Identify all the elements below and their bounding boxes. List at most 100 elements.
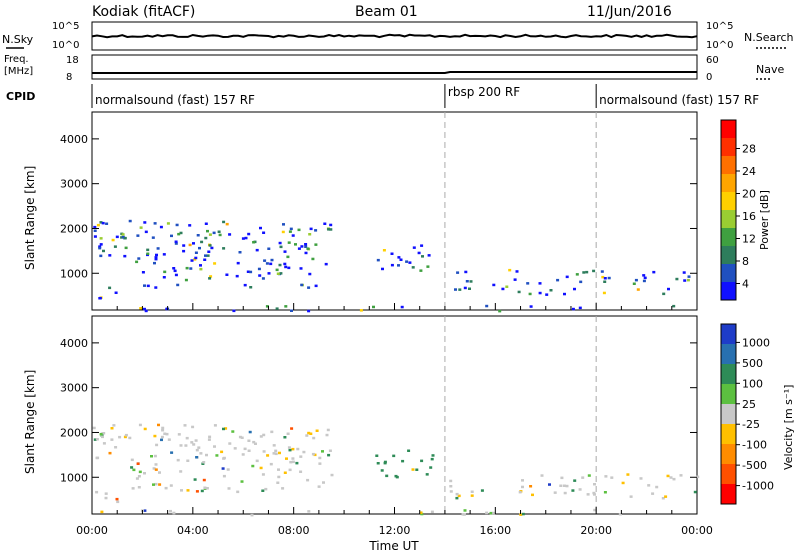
scatter-cell xyxy=(289,460,293,464)
scatter-cell xyxy=(259,435,263,438)
scatter-cell xyxy=(252,241,256,244)
date-title: 11/Jun/2016 xyxy=(587,4,672,20)
scatter-cell xyxy=(329,228,333,231)
scatter-cell xyxy=(201,462,205,465)
scatter-cell xyxy=(279,272,283,275)
scatter-cell xyxy=(121,233,125,236)
scatter-cell xyxy=(175,223,179,227)
scatter-cell xyxy=(618,513,622,516)
scatter-cell xyxy=(288,448,292,452)
scatter-cell xyxy=(193,478,197,481)
scatter-cell xyxy=(130,466,134,469)
scatter-cell xyxy=(548,483,551,486)
scatter-cell xyxy=(592,491,596,495)
scatter-cell xyxy=(651,492,655,495)
scatter-cell xyxy=(405,260,409,263)
scatter-cell xyxy=(195,456,199,459)
scatter-cell xyxy=(203,486,207,489)
scatter-cell xyxy=(311,257,315,261)
scatter-cell xyxy=(304,245,308,248)
scatter-cell xyxy=(375,454,379,457)
scatter-cell xyxy=(191,425,195,429)
colorbar-tick-label: 100 xyxy=(742,377,763,390)
scatter-cell xyxy=(158,483,162,486)
scatter-cell xyxy=(454,288,457,291)
scatter-cell xyxy=(135,477,139,480)
scatter-cell xyxy=(236,261,240,265)
scatter-cell xyxy=(199,267,203,271)
scatter-cell xyxy=(480,489,484,492)
nsky-tick-top-right: 10^5 xyxy=(706,21,733,32)
scatter-cell xyxy=(560,476,564,480)
scatter-cell xyxy=(397,256,401,259)
velocity-ylabel: Slant Range [km] xyxy=(23,370,37,474)
scatter-cell xyxy=(261,489,265,492)
colorbar-segment xyxy=(721,344,736,365)
scatter-cell xyxy=(603,280,607,283)
scatter-cell xyxy=(643,276,647,280)
scatter-cell xyxy=(283,436,287,439)
scatter-cell xyxy=(457,494,461,498)
colorbar-tick-label: -1000 xyxy=(742,480,774,493)
scatter-cell xyxy=(204,236,208,240)
scatter-cell xyxy=(470,494,474,497)
scatter-cell xyxy=(540,474,544,477)
scatter-cell xyxy=(449,485,453,488)
scatter-cell xyxy=(198,246,201,250)
scatter-cell xyxy=(115,497,119,501)
scatter-cell xyxy=(160,435,164,439)
scatter-cell xyxy=(161,429,165,432)
scatter-cell xyxy=(621,481,625,485)
scatter-cell xyxy=(529,305,533,308)
scatter-cell xyxy=(309,227,313,231)
scatter-cell xyxy=(526,282,530,285)
scatter-cell xyxy=(244,236,248,240)
nave-tick-top: 60 xyxy=(706,55,719,66)
scatter-cell xyxy=(581,476,585,479)
scatter-cell xyxy=(299,455,303,458)
y-tick-label: 1000 xyxy=(60,267,88,280)
scatter-cell xyxy=(272,452,276,455)
scatter-cell xyxy=(262,433,266,437)
scatter-cell xyxy=(186,489,190,492)
scatter-cell xyxy=(455,492,459,496)
colorbar-segment xyxy=(721,424,736,445)
scatter-cell xyxy=(306,247,310,250)
scatter-cell xyxy=(93,229,97,232)
scatter-cell xyxy=(408,261,412,264)
scatter-cell xyxy=(193,258,197,261)
scatter-cell xyxy=(315,429,319,432)
scatter-cell xyxy=(390,263,394,267)
scatter-cell xyxy=(329,223,333,227)
scatter-cell xyxy=(518,490,522,494)
scatter-cell xyxy=(255,248,259,252)
scatter-cell xyxy=(159,225,163,229)
scatter-cell xyxy=(98,296,102,300)
scatter-cell xyxy=(185,266,189,270)
scatter-cell xyxy=(249,270,253,274)
scatter-cell xyxy=(202,478,206,482)
scatter-cell xyxy=(372,305,375,309)
scatter-cell xyxy=(324,262,328,266)
scatter-cell xyxy=(449,490,453,493)
colorbar-tick-label: 20 xyxy=(742,188,756,201)
scatter-cell xyxy=(143,472,146,475)
scatter-cell xyxy=(184,444,188,447)
scatter-cell xyxy=(185,436,189,440)
scatter-cell xyxy=(585,270,589,274)
colorbar-segment xyxy=(721,228,736,247)
scatter-cell xyxy=(607,276,611,280)
scatter-cell xyxy=(470,490,474,493)
scatter-cell xyxy=(262,450,266,453)
scatter-cell xyxy=(610,476,614,479)
scatter-cell xyxy=(593,508,597,512)
scatter-cell xyxy=(150,455,153,458)
colorbar-tick-label: -500 xyxy=(742,459,767,472)
scatter-cell xyxy=(397,264,400,267)
scatter-cell xyxy=(100,510,104,514)
colorbar-tick-label: 4 xyxy=(742,278,749,291)
freq-trace xyxy=(92,71,697,74)
scatter-cell xyxy=(213,424,217,427)
scatter-cell xyxy=(489,511,493,515)
velocity-yaxis: 1000 2000 3000 4000 xyxy=(60,337,697,484)
